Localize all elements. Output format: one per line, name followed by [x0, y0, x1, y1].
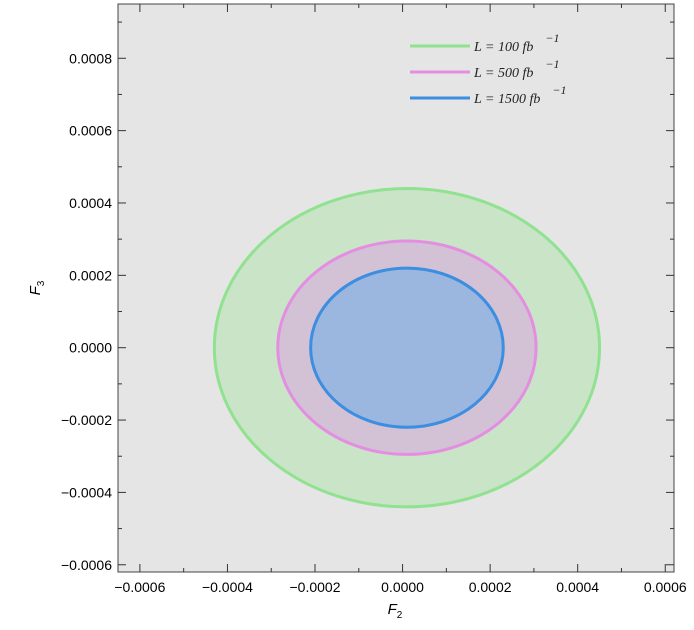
plot-border — [117, 3, 675, 573]
y-tick-label: 0.0004 — [69, 195, 112, 211]
y-axis-title: F3 — [27, 280, 47, 295]
plot-frame — [117, 3, 675, 573]
legend: L = 100 fb −1 L = 500 fb −1 L = 1500 fb −1 — [410, 31, 566, 107]
y-tick-label: −0.0004 — [61, 484, 112, 500]
region-series-3 — [309, 266, 505, 429]
x-tick-label: −0.0002 — [290, 579, 341, 595]
y-tick-label: 0.0008 — [69, 50, 112, 66]
confidence-regions — [212, 187, 602, 509]
x-axis-title: F2 — [388, 601, 403, 621]
y-tick-label: −0.0002 — [61, 412, 112, 428]
x-tick-label: 0.0000 — [381, 579, 424, 595]
legend-label-1: L = 100 fb — [473, 40, 533, 55]
legend-label-3: L = 1500 fb — [473, 92, 540, 107]
y-tick-labels: −0.0006 −0.0004 −0.0002 0.0000 0.0002 0.0004 0… — [61, 50, 112, 572]
x-tick-labels: −0.0006 −0.0004 −0.0002 0.0000 0.0002 0.0004 0… — [114, 579, 686, 595]
legend-label-2: L = 500 fb — [473, 66, 533, 81]
x-tick-label: 0.0004 — [556, 579, 599, 595]
x-tick-label: 0.0006 — [644, 579, 687, 595]
axis-ticks — [118, 4, 674, 572]
x-tick-label: −0.0004 — [202, 579, 253, 595]
y-tick-label: 0.0000 — [69, 340, 112, 356]
legend-sup-2: −1 — [545, 57, 559, 71]
x-tick-label: 0.0002 — [469, 579, 512, 595]
x-tick-label: −0.0006 — [114, 579, 165, 595]
legend-sup-3: −1 — [552, 83, 566, 97]
y-tick-label: 0.0002 — [69, 267, 112, 283]
y-tick-label: 0.0006 — [69, 123, 112, 139]
legend-sup-1: −1 — [545, 31, 559, 45]
y-tick-label: −0.0006 — [61, 557, 112, 573]
